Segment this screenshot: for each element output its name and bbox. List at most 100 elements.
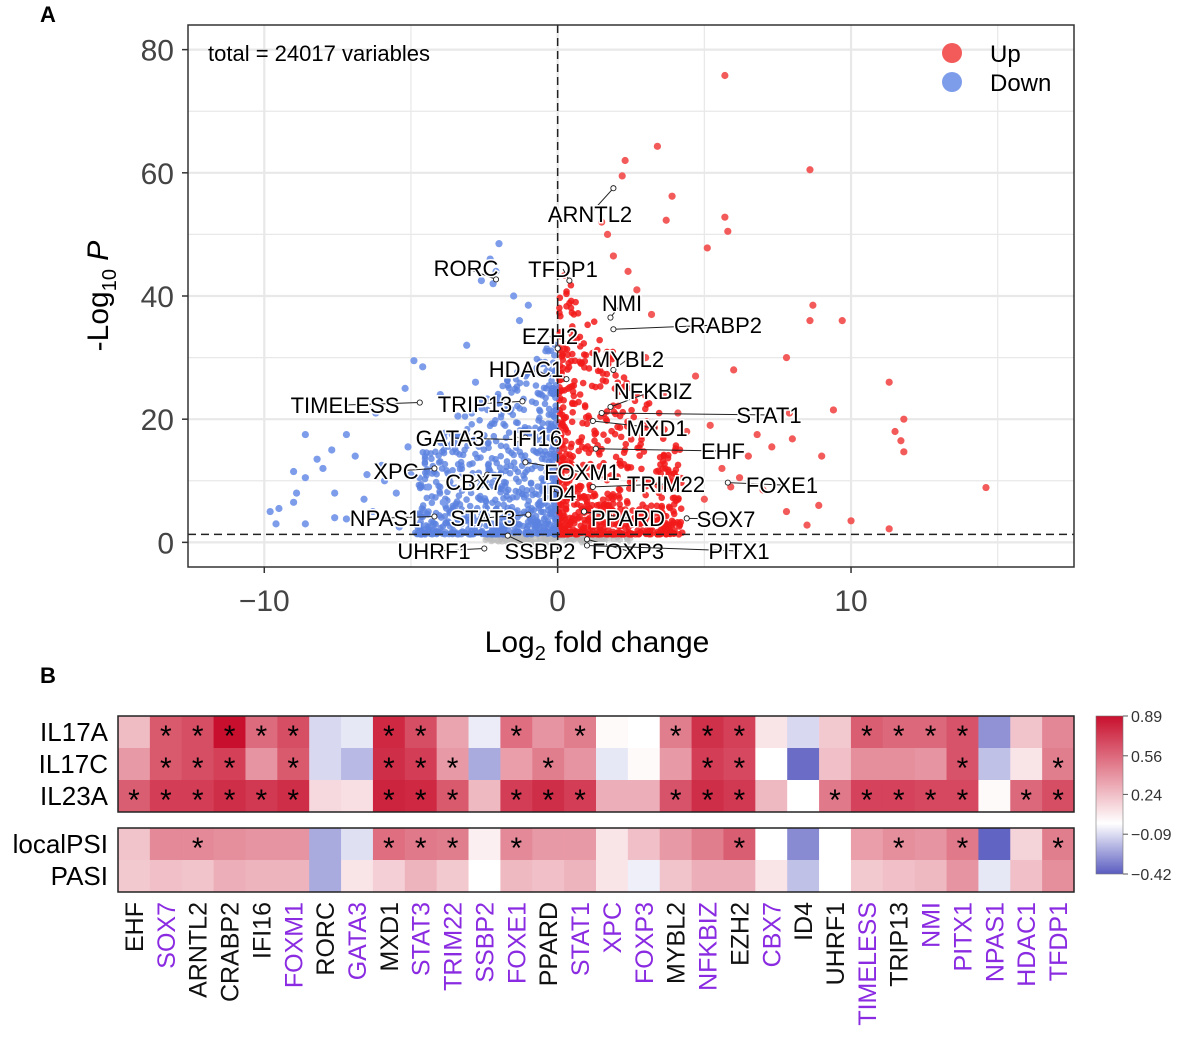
heatmap-cell bbox=[500, 860, 533, 893]
label-connector bbox=[482, 514, 529, 519]
label-anchor-marker bbox=[431, 465, 438, 472]
heatmap-cell bbox=[1042, 860, 1075, 893]
significance-star: * bbox=[734, 720, 746, 753]
down-point bbox=[525, 497, 533, 505]
down-point bbox=[545, 411, 553, 419]
down-point bbox=[424, 511, 431, 518]
colorbar-tick-label: 0.89 bbox=[1131, 709, 1162, 726]
up-point bbox=[585, 412, 592, 420]
down-outlier-point bbox=[342, 430, 351, 439]
heatmap-cell bbox=[1010, 748, 1043, 781]
label-connector bbox=[592, 420, 658, 429]
column-label-mxd1: MXD1 bbox=[376, 902, 404, 971]
label-connector bbox=[525, 368, 567, 380]
heatmap-cell bbox=[118, 748, 151, 781]
heatmap-cell bbox=[436, 780, 470, 813]
down-point bbox=[533, 523, 540, 530]
up-point bbox=[588, 464, 596, 471]
heatmap-cell bbox=[1010, 716, 1043, 749]
point-label-uhrf1: UHRF1 bbox=[397, 539, 470, 564]
up-outlier-point bbox=[642, 353, 650, 362]
down-point bbox=[497, 469, 505, 477]
down-point bbox=[437, 439, 445, 447]
significance-star: * bbox=[702, 752, 714, 785]
down-point bbox=[481, 432, 488, 439]
up-point bbox=[576, 343, 584, 350]
y-title-sub: 10 bbox=[99, 269, 121, 291]
significance-star: * bbox=[957, 784, 969, 817]
heatmap-cell bbox=[372, 828, 406, 861]
heatmap-cell bbox=[914, 780, 948, 813]
up-outlier-point bbox=[659, 390, 667, 399]
volcano-x-axis-title: Log2 fold change bbox=[485, 626, 710, 665]
significance-star: * bbox=[287, 752, 299, 785]
down-point bbox=[538, 475, 546, 482]
down-point bbox=[525, 506, 532, 513]
up-point bbox=[616, 486, 624, 494]
heatmap-cell bbox=[914, 828, 948, 861]
point-label-ehf: EHF bbox=[701, 439, 745, 464]
up-point bbox=[653, 468, 660, 475]
down-point bbox=[529, 491, 536, 499]
up-point bbox=[653, 502, 661, 510]
heatmap-cell bbox=[118, 780, 151, 813]
down-point bbox=[482, 497, 490, 505]
significance-star: * bbox=[192, 752, 204, 785]
down-point bbox=[543, 344, 551, 352]
up-point bbox=[609, 348, 617, 356]
down-point bbox=[506, 496, 513, 503]
down-point bbox=[496, 485, 503, 492]
significance-star: * bbox=[542, 752, 554, 785]
up-outlier-point bbox=[829, 406, 838, 414]
down-point bbox=[500, 478, 508, 486]
heatmap-cell bbox=[882, 860, 916, 893]
down-point bbox=[493, 459, 501, 467]
label-anchor-marker bbox=[592, 445, 599, 452]
volcano-annotation: total = 24017 variables bbox=[208, 41, 430, 66]
column-label-nmi: NMI bbox=[918, 902, 946, 948]
down-point bbox=[501, 422, 509, 430]
down-outlier-point bbox=[331, 489, 339, 497]
heatmap-cell bbox=[468, 780, 501, 813]
down-point bbox=[516, 405, 524, 412]
label-anchor-marker bbox=[566, 277, 573, 284]
down-point bbox=[549, 467, 557, 474]
down-point bbox=[443, 467, 450, 474]
heatmap-cell bbox=[755, 828, 788, 861]
heatmap-cell bbox=[149, 828, 183, 861]
heatmap-cell bbox=[787, 780, 820, 813]
up-point bbox=[620, 449, 628, 456]
x-tick-label: −10 bbox=[239, 585, 290, 618]
significance-star: * bbox=[702, 784, 714, 817]
up-point bbox=[596, 366, 604, 374]
down-point bbox=[502, 443, 510, 450]
heatmap-cell bbox=[787, 748, 820, 781]
heatmap-cell bbox=[691, 748, 724, 781]
down-point bbox=[504, 405, 512, 413]
down-point bbox=[468, 421, 476, 428]
significance-star: * bbox=[256, 784, 268, 817]
down-outlier-point bbox=[272, 520, 280, 528]
up-point bbox=[627, 436, 635, 443]
up-point bbox=[559, 454, 567, 462]
down-point bbox=[469, 460, 476, 467]
column-label-gata3: GATA3 bbox=[344, 902, 372, 980]
up-outlier-point bbox=[782, 507, 791, 516]
heatmap-cell bbox=[596, 828, 629, 861]
x-tick-label: 0 bbox=[549, 585, 566, 618]
up-point bbox=[569, 515, 576, 522]
heatmap-cell bbox=[723, 748, 756, 781]
heatmap-cell bbox=[627, 748, 661, 781]
y-tick-label: 80 bbox=[141, 35, 174, 68]
up-point bbox=[672, 497, 680, 505]
up-point bbox=[568, 309, 576, 316]
heatmap-cell bbox=[1042, 828, 1075, 861]
up-point bbox=[564, 366, 571, 373]
up-point bbox=[612, 372, 619, 379]
x-tick-label: 10 bbox=[834, 585, 867, 618]
significance-star: * bbox=[192, 832, 204, 865]
down-point bbox=[498, 396, 506, 404]
significance-star: * bbox=[893, 832, 905, 865]
label-connector bbox=[592, 483, 667, 488]
